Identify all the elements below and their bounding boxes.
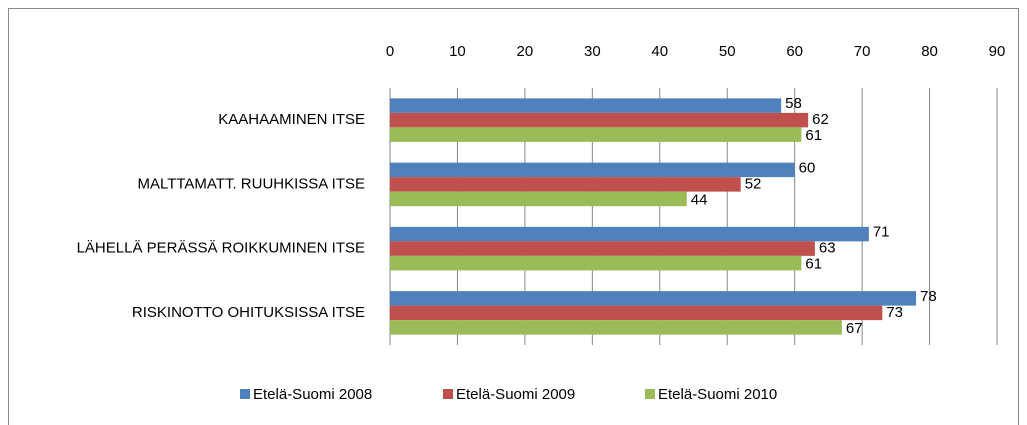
value-label: 44 [691, 191, 708, 208]
legend-swatch [645, 389, 655, 399]
bar [390, 305, 883, 321]
legend-swatch [443, 389, 453, 399]
bar [390, 291, 917, 306]
bar [390, 98, 782, 113]
y-tick-label: LÄHELLÄ PERÄSSÄ ROIKKUMINEN ITSE [77, 240, 365, 257]
y-tick-label: RISKINOTTO OHITUKSISSA ITSE [132, 304, 365, 321]
value-label: 63 [819, 240, 836, 257]
value-label: 62 [812, 111, 829, 128]
x-tick-label: 0 [386, 43, 394, 60]
x-tick-label: 50 [719, 43, 736, 60]
legend-label: Etelä-Suomi 2010 [658, 386, 777, 403]
chart-border [8, 8, 1019, 425]
x-tick-label: 70 [854, 43, 871, 60]
legend-label: Etelä-Suomi 2008 [253, 386, 372, 403]
y-tick-label: MALTTAMATT. RUUHKISSA ITSE [137, 175, 365, 192]
bar [390, 162, 795, 178]
bar [390, 320, 842, 335]
value-label: 61 [805, 256, 822, 273]
bar [390, 255, 802, 271]
x-tick-label: 60 [786, 43, 803, 60]
x-tick-label: 20 [517, 43, 534, 60]
x-tick-label: 90 [989, 43, 1006, 60]
legend-label: Etelä-Suomi 2009 [456, 386, 575, 403]
x-tick-label: 80 [921, 43, 938, 60]
bar [390, 177, 741, 192]
value-label: 73 [886, 304, 903, 321]
value-label: 67 [846, 320, 863, 337]
bar [390, 112, 809, 128]
bar [390, 241, 815, 256]
bar [390, 191, 687, 207]
bar [390, 127, 802, 142]
value-label: 52 [745, 175, 762, 192]
value-label: 60 [799, 159, 816, 176]
y-tick-label: KAAHAAMINEN ITSE [218, 111, 365, 128]
legend-swatch [240, 389, 250, 399]
x-tick-label: 10 [449, 43, 466, 60]
bar [390, 226, 869, 242]
x-tick-label: 30 [584, 43, 601, 60]
value-label: 58 [785, 95, 802, 112]
x-tick-label: 40 [651, 43, 668, 60]
value-label: 61 [805, 127, 822, 144]
value-label: 71 [873, 224, 890, 241]
value-label: 78 [920, 288, 937, 305]
